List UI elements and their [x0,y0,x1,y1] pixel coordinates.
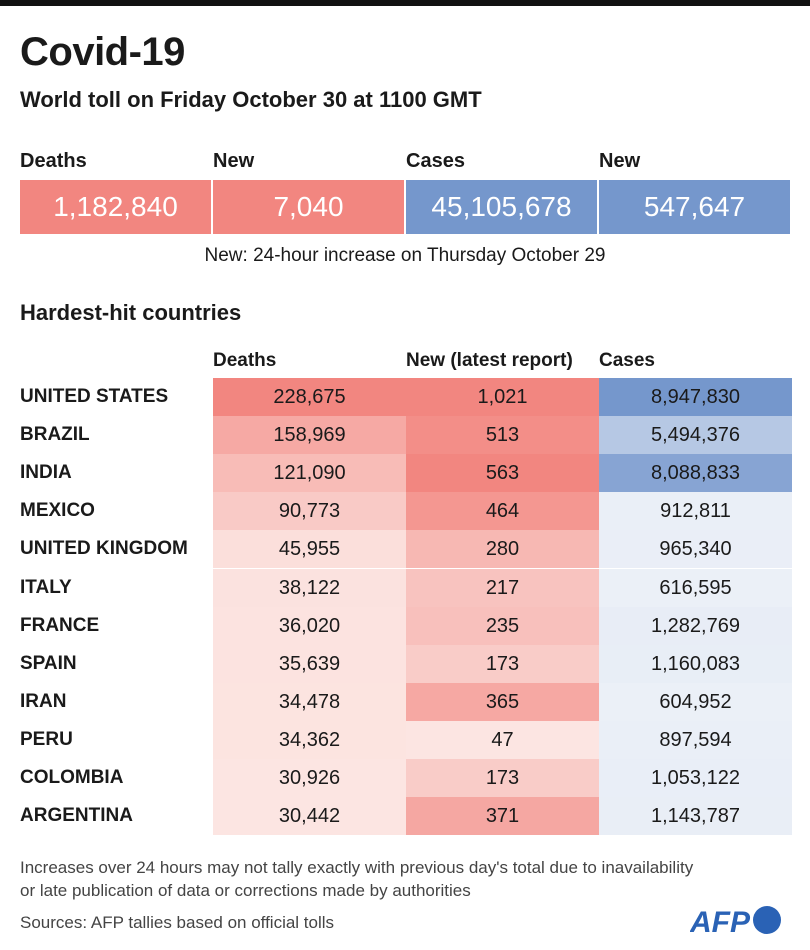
new-deaths-cell: 47 [406,720,599,759]
new-deaths-cell: 280 [406,530,599,569]
cases-cell: 1,282,769 [599,606,792,645]
country-name: MEXICO [20,500,95,522]
new-deaths-cell: 173 [406,759,599,797]
table-row: MEXICO 90,773 464 912,811 [20,492,792,531]
deaths-cell: 36,020 [213,606,406,645]
cases-cell: 5,494,376 [599,416,792,455]
table-row: FRANCE 36,020 235 1,282,769 [20,606,792,645]
subtitle: World toll on Friday October 30 at 1100 … [20,87,482,112]
cases-cell: 897,594 [599,720,792,759]
cases-cell: 1,160,083 [599,644,792,683]
kpi-deaths: 1,182,840 [20,180,211,234]
new-deaths-cell: 365 [406,682,599,721]
svg-text:AFP: AFP [690,906,751,939]
top-bar [0,0,810,6]
table-row: UNITED KINGDOM 45,955 280 965,340 [20,530,792,569]
deaths-cell: 90,773 [213,492,406,531]
table-row: ARGENTINA 30,442 371 1,143,787 [20,797,792,836]
table-row: INDIA 121,090 563 8,088,833 [20,454,792,493]
new-deaths-cell: 173 [406,644,599,683]
new-deaths-cell: 464 [406,492,599,531]
deaths-cell: 30,442 [213,797,406,836]
cases-cell: 912,811 [599,492,792,531]
cases-cell: 8,947,830 [599,378,792,416]
new-deaths-cell: 513 [406,416,599,455]
cases-cell: 1,143,787 [599,797,792,836]
new-deaths-cell: 217 [406,568,599,607]
country-name: IRAN [20,690,67,712]
table-row: ITALY 38,122 217 616,595 [20,568,792,607]
new-deaths-cell: 235 [406,606,599,645]
country-name: COLOMBIA [20,767,124,788]
country-name: SPAIN [20,652,77,674]
deaths-cell: 34,478 [213,682,406,721]
cases-cell: 604,952 [599,682,792,721]
afp-logo: AFP [689,900,790,945]
column-header-deaths: Deaths [213,350,277,371]
deaths-cell: 30,926 [213,759,406,797]
cases-cell: 965,340 [599,530,792,569]
kpi-label-new-deaths: New [213,150,255,172]
column-header-cases: Cases [599,350,655,371]
kpi-new-deaths: 7,040 [213,180,404,234]
country-name: UNITED STATES [20,386,169,407]
kpi-label-cases: Cases [406,150,465,172]
table-row: IRAN 34,478 365 604,952 [20,682,792,721]
new-deaths-cell: 1,021 [406,378,599,416]
country-name: INDIA [20,462,72,484]
table-row: SPAIN 35,639 173 1,160,083 [20,644,792,683]
country-name: ARGENTINA [20,805,133,827]
table-row: PERU 34,362 47 897,594 [20,720,792,759]
deaths-cell: 38,122 [213,568,406,607]
table-row: BRAZIL 158,969 513 5,494,376 [20,416,792,455]
deaths-cell: 34,362 [213,720,406,759]
column-header-new: New (latest report) [406,350,573,371]
table-row: UNITED STATES 228,675 1,021 8,947,830 [20,378,792,416]
cases-cell: 8,088,833 [599,454,792,493]
sources: Sources: AFP tallies based on official t… [20,913,335,932]
kpi-label-deaths: Deaths [20,150,87,172]
page-title: Covid-19 [20,30,185,74]
deaths-cell: 121,090 [213,454,406,493]
country-name: FRANCE [20,614,100,636]
country-name: ITALY [20,576,72,598]
deaths-cell: 228,675 [213,378,406,416]
new-deaths-cell: 371 [406,797,599,836]
cases-cell: 1,053,122 [599,759,792,797]
kpi-note: New: 24-hour increase on Thursday Octobe… [204,245,606,266]
country-name: PERU [20,728,73,750]
cases-cell: 616,595 [599,568,792,607]
kpi-new-cases: 547,647 [599,180,790,234]
deaths-cell: 45,955 [213,530,406,569]
country-name: BRAZIL [20,424,90,446]
section-title: Hardest-hit countries [20,300,242,325]
table-row: COLOMBIA 30,926 173 1,053,122 [20,759,792,797]
deaths-cell: 35,639 [213,644,406,683]
deaths-cell: 158,969 [213,416,406,455]
country-name: UNITED KINGDOM [20,538,188,560]
new-deaths-cell: 563 [406,454,599,493]
kpi-label-new-cases: New [599,150,641,172]
kpi-cases: 45,105,678 [406,180,597,234]
footnote: Increases over 24 hours may not tally ex… [20,858,694,900]
